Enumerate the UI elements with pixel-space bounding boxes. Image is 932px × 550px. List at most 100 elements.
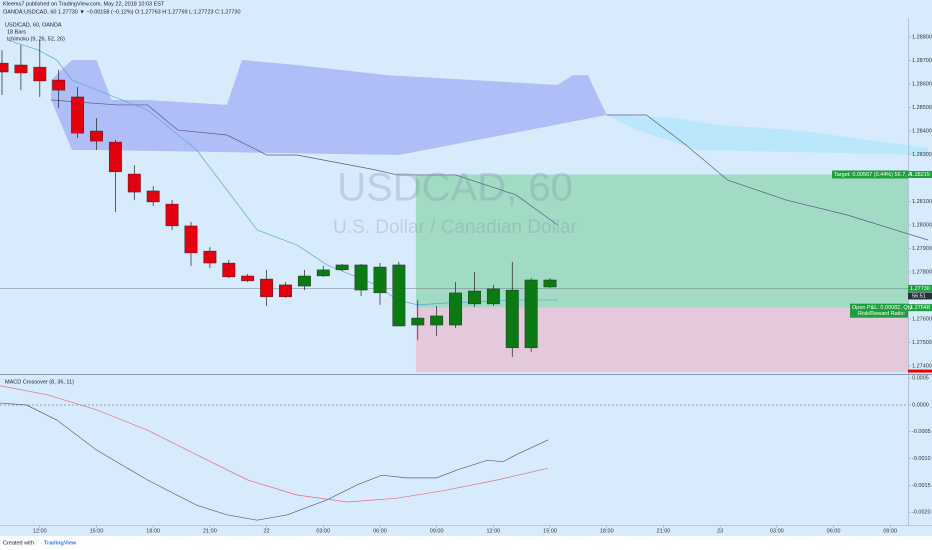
y-tick-label: 1.27800 xyxy=(912,269,932,275)
candle-body xyxy=(279,284,292,298)
x-tick-label: 12:00 xyxy=(486,528,500,534)
candle-body xyxy=(108,141,122,173)
y-tick-label: 1.28600 xyxy=(912,81,932,87)
target-price-box xyxy=(908,170,932,178)
candle-body xyxy=(468,290,481,305)
x-tick-label: 03:00 xyxy=(770,528,784,534)
x-tick-label: 06:00 xyxy=(373,528,387,534)
candle-body xyxy=(260,278,274,298)
ichimoku-line xyxy=(606,114,929,241)
symbol: USD/CAD, 60, OANDA xyxy=(5,22,62,28)
loss-zone xyxy=(415,307,908,373)
candle-body xyxy=(354,264,368,291)
x-tick-label: 23 xyxy=(717,528,723,534)
candle-body xyxy=(127,173,141,193)
candle-body xyxy=(146,190,160,203)
profit-zone xyxy=(415,174,908,308)
entry-price-box xyxy=(908,304,932,312)
candle-body xyxy=(52,79,66,91)
candle-body xyxy=(0,62,9,73)
candle-body xyxy=(392,264,406,327)
x-tick-label: 18:00 xyxy=(600,528,614,534)
y-tick-label: -0.0015 xyxy=(912,483,931,489)
rr-label: Risk/Reward Ratio: xyxy=(858,311,906,317)
y-tick-label: -0.0010 xyxy=(912,456,931,462)
y-tick-label: 1.27500 xyxy=(912,340,932,346)
candle-body xyxy=(524,279,538,349)
y-tick-label: 1.28000 xyxy=(912,222,932,228)
target-label: Target: 0.00567 (0.44%) 56.7, A xyxy=(834,172,912,178)
x-tick-label: 21:00 xyxy=(657,528,671,534)
y-tick-label: 1.28700 xyxy=(912,58,932,64)
x-tick-label: 12:00 xyxy=(33,528,47,534)
footer-bar xyxy=(0,536,932,550)
stop-price-box xyxy=(908,369,932,373)
ichimoku-line xyxy=(51,99,558,226)
pnl-label-box xyxy=(850,303,908,318)
candle-body xyxy=(71,96,85,134)
candle-body xyxy=(430,315,444,326)
current-price-box xyxy=(908,284,932,292)
pnl-label: Open P&L: 0.00082, Qty: xyxy=(852,305,914,311)
x-tick-label: 22 xyxy=(264,528,270,534)
quote: OANDA:USDCAD, 60 1.27730 ▼ −0.00158 (−0.… xyxy=(3,9,241,15)
entry-price: 1.27648 xyxy=(910,305,930,311)
y-tick-label: 0.0000 xyxy=(912,402,929,408)
candle-body xyxy=(449,292,463,326)
ichimoku-cloud xyxy=(606,115,929,155)
candle-body xyxy=(33,66,47,82)
y-tick-label: 1.27400 xyxy=(912,363,932,369)
countdown-box xyxy=(908,292,932,300)
x-tick-label: 06:00 xyxy=(827,528,841,534)
candle-body xyxy=(184,225,198,254)
y-tick-label: 1.28100 xyxy=(912,199,932,205)
x-tick-label: 15:00 xyxy=(543,528,557,534)
y-tick-label: -0.0005 xyxy=(912,429,931,435)
footer-brand[interactable]: TradingView xyxy=(44,540,77,546)
candle-body xyxy=(90,130,103,142)
watermark-sub: U.S. Dollar / Canadian Dollar xyxy=(333,217,578,238)
y-tick-label: 1.28800 xyxy=(912,34,932,40)
candle-body xyxy=(373,266,387,294)
indicator: Ichimoku (9, 26, 52, 26) xyxy=(7,36,65,42)
x-tick-label: 09:00 xyxy=(430,528,444,534)
x-tick-label: 03:00 xyxy=(316,528,330,534)
y-tick-label: 0.0005 xyxy=(912,376,929,382)
candle-body xyxy=(203,250,217,264)
x-tick-label: 09:00 xyxy=(883,528,897,534)
published: Kleems7 published on TradingView.com, Ma… xyxy=(3,1,165,7)
y-tick-label: 1.27900 xyxy=(912,246,932,252)
ichimoku-line xyxy=(7,39,558,306)
x-tick-label: 18:00 xyxy=(146,528,160,534)
countdown: 56:51 xyxy=(912,293,926,299)
candle-body xyxy=(241,275,255,282)
candle-body xyxy=(411,317,425,326)
candle-body xyxy=(165,203,179,227)
target-label-box xyxy=(832,170,908,179)
candle-body xyxy=(297,275,311,287)
candle-body xyxy=(543,279,557,288)
candle-body xyxy=(14,64,28,74)
y-tick-label: 1.28400 xyxy=(912,128,932,134)
x-tick-label: 15:00 xyxy=(90,528,104,534)
candle-body xyxy=(486,288,500,305)
watermark: USDCAD, 60 xyxy=(337,166,573,210)
candle-body xyxy=(316,269,330,277)
candle-body xyxy=(335,264,349,271)
macd-line xyxy=(0,402,549,521)
y-tick-label: -0.0020 xyxy=(912,510,931,516)
x-tick-label: 21:00 xyxy=(203,528,217,534)
macd-line xyxy=(0,385,549,503)
target-price: 1.28215 xyxy=(910,172,930,178)
macd-title: MACD Crossover (8, 36, 11) xyxy=(5,379,74,385)
bars: 18 Bars xyxy=(7,29,26,35)
current-price: 1.27730 xyxy=(910,286,930,292)
y-tick-label: 1.28300 xyxy=(912,152,932,158)
candle-body xyxy=(505,289,519,349)
candle-body xyxy=(222,262,236,278)
y-tick-label: 1.28500 xyxy=(912,105,932,111)
footer-created: Created with xyxy=(3,540,34,546)
y-tick-label: 1.27600 xyxy=(912,316,932,322)
